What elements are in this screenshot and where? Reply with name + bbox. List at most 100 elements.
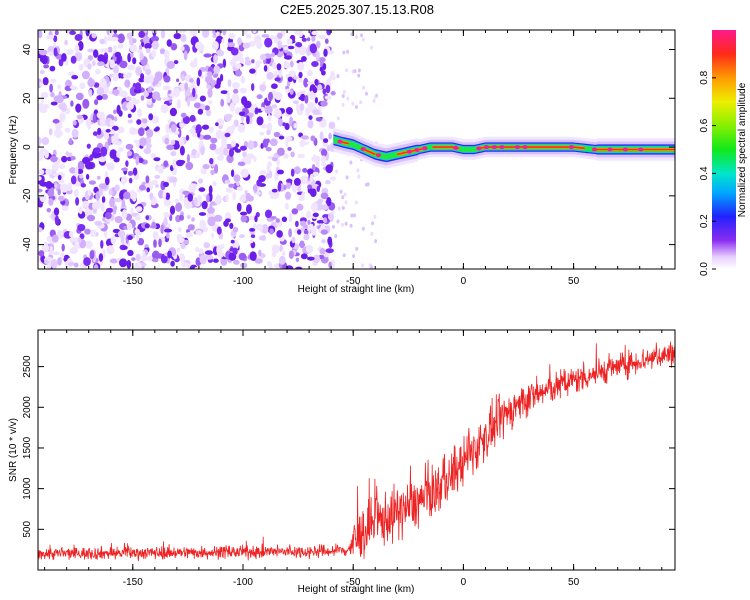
noise-blob: [205, 108, 212, 117]
noise-blob: [99, 38, 105, 45]
noise-blob: [186, 214, 191, 220]
noise-blob: [116, 55, 121, 65]
noise-blob: [230, 47, 239, 56]
noise-blob: [300, 220, 307, 227]
noise-blob: [195, 246, 200, 253]
noise-blob: [96, 111, 105, 119]
noise-blob: [57, 174, 62, 181]
snr-x-ticks: -150 -100 -50 0 50: [44, 330, 663, 588]
noise-blob: [201, 124, 210, 130]
noise-blob: [60, 102, 67, 112]
noise-blob: [198, 187, 206, 192]
noise-blob: [49, 245, 53, 256]
noise-blob: [140, 95, 145, 101]
noise-blob: [189, 83, 194, 92]
noise-speck: [352, 254, 356, 259]
noise-blob: [296, 203, 304, 211]
noise-blob: [53, 207, 60, 216]
noise-blob: [328, 121, 336, 130]
noise-blob: [196, 195, 203, 204]
noise-blob: [196, 77, 201, 87]
noise-speck: [353, 213, 356, 218]
colorbar-tick-label: 0.0: [699, 262, 710, 276]
noise-blob: [94, 99, 99, 106]
noise-blob: [307, 219, 311, 225]
noise-blob: [151, 258, 159, 263]
noise-blob: [139, 52, 144, 60]
noise-blob: [247, 140, 255, 150]
noise-blob: [213, 54, 218, 64]
noise-blob: [283, 61, 291, 69]
x-tick-label: -50: [346, 577, 361, 588]
noise-blob: [288, 212, 293, 223]
noise-blob: [322, 63, 327, 71]
noise-blob: [231, 94, 237, 99]
noise-blob: [312, 108, 320, 116]
noise-blob: [52, 119, 60, 124]
noise-blob: [91, 32, 97, 39]
noise-blob: [283, 184, 287, 191]
noise-speck: [370, 265, 373, 269]
noise-blob: [165, 192, 171, 200]
noise-blob: [215, 129, 223, 140]
noise-blob: [108, 188, 113, 195]
noise-blob: [317, 84, 323, 91]
noise-blob: [242, 151, 247, 158]
noise-blob: [113, 198, 122, 203]
noise-blob: [67, 261, 75, 266]
noise-blob: [138, 127, 145, 137]
snr-x-label: Height of straight line (km): [298, 584, 415, 595]
noise-blob: [303, 229, 309, 235]
noise-blob: [233, 88, 239, 94]
noise-blob: [232, 190, 236, 201]
noise-blob: [147, 86, 153, 93]
figure-title: C2E5.2025.307.15.13.R08: [280, 2, 434, 17]
noise-blob: [309, 43, 317, 54]
noise-blob: [174, 198, 180, 204]
noise-blob: [243, 30, 248, 36]
noise-blob: [66, 48, 74, 55]
noise-blob: [230, 169, 235, 177]
noise-blob: [135, 206, 143, 212]
noise-blob: [203, 53, 212, 58]
noise-blob: [173, 60, 179, 65]
noise-blob: [288, 250, 294, 259]
noise-blob: [258, 175, 266, 183]
noise-speck: [357, 73, 361, 78]
noise-blob: [276, 230, 283, 238]
spectrogram-y-label: Frequency (Hz): [8, 116, 19, 185]
noise-blob: [288, 228, 292, 238]
noise-blob: [325, 84, 331, 94]
noise-blob: [155, 126, 160, 131]
noise-blob: [249, 239, 254, 244]
noise-blob: [243, 100, 252, 109]
noise-blob: [180, 112, 187, 118]
noise-blob: [143, 147, 152, 155]
noise-blob: [163, 181, 169, 187]
noise-blob: [259, 224, 263, 233]
colorbar-label: Normalized spectral amplitude: [737, 82, 748, 217]
noise-blob: [325, 248, 334, 254]
noise-blob: [295, 257, 300, 262]
x-tick-label: -50: [346, 276, 361, 287]
noise-blob: [132, 128, 140, 135]
signal-hotspot: [453, 145, 459, 150]
noise-blob: [185, 161, 194, 171]
noise-blob: [83, 257, 91, 267]
noise-blob: [309, 173, 314, 183]
noise-blob: [216, 50, 224, 57]
noise-blob: [73, 262, 79, 268]
noise-blob: [88, 89, 93, 97]
noise-blob: [236, 202, 242, 212]
noise-blob: [192, 87, 196, 98]
noise-blob: [302, 168, 308, 173]
noise-blob: [253, 156, 257, 162]
noise-blob: [254, 34, 262, 45]
noise-blob: [210, 169, 216, 175]
signal-hotspot: [337, 139, 343, 144]
noise-blob: [244, 59, 252, 66]
noise-blob: [287, 146, 292, 151]
noise-blob: [176, 78, 180, 83]
noise-blob: [295, 102, 300, 113]
noise-blob: [181, 262, 190, 268]
